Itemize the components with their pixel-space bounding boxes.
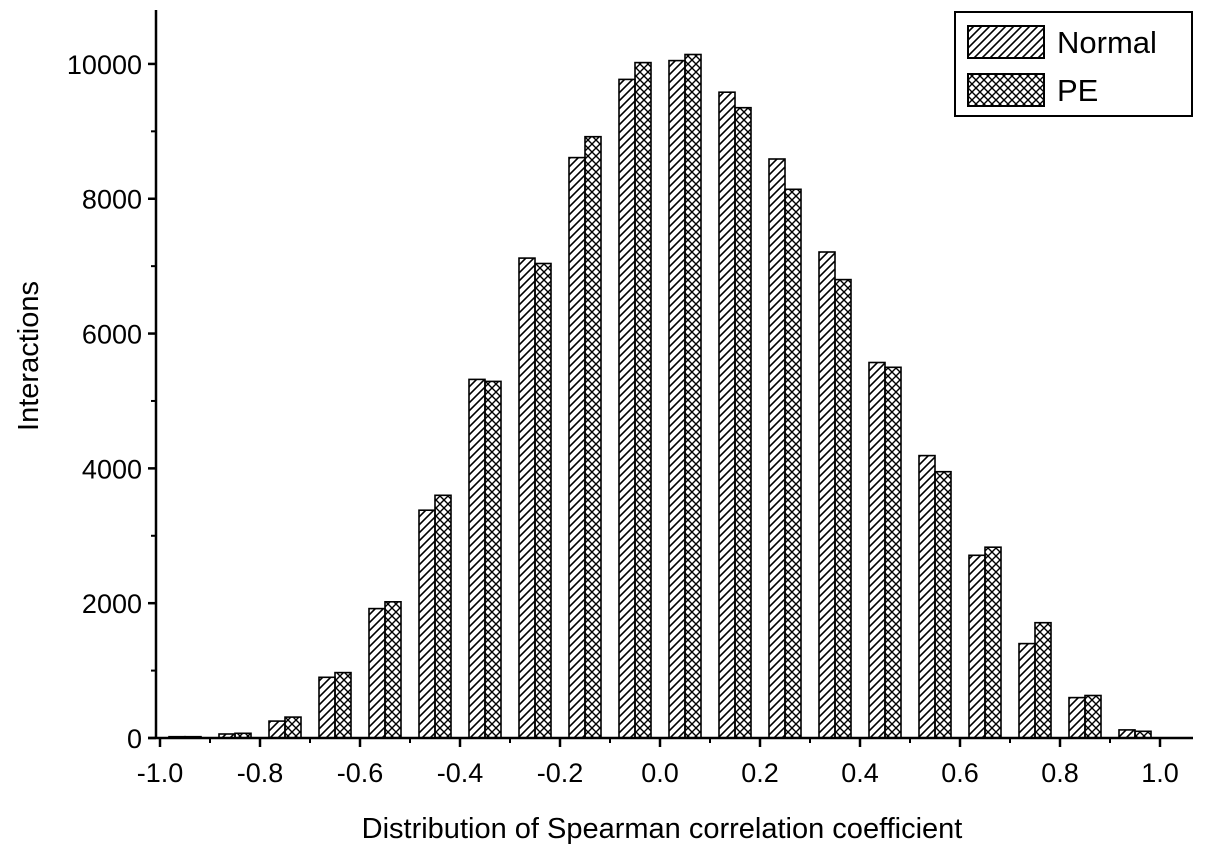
bar-pe-9 [634,61,652,739]
x-tick-label-4: -0.2 [537,758,584,788]
bar-pe-4 [384,600,402,739]
x-tick-label-1: -0.8 [237,758,284,788]
bar-pe-5 [434,494,452,739]
y-tick-label-1: 2000 [82,589,142,619]
bar-pe-8 [584,135,602,739]
bar-pe-17 [1034,621,1052,739]
x-ticks-group: -1.0 -0.8 -0.6 -0.4 -0.2 0.0 0.2 0.4 0.6 0.8 1.0 [137,738,1179,788]
bar-normal-5 [418,509,436,739]
bar-normal-14 [868,361,886,739]
bar-normal-17 [1018,642,1036,739]
bar-pe-10 [684,53,702,739]
bar-normal-11 [718,91,736,739]
bars-group [168,53,1152,739]
bar-normal-3 [318,676,336,739]
x-tick-label-7: 0.4 [841,758,879,788]
y-tick-label-4: 8000 [82,185,142,215]
bar-normal-18 [1068,696,1086,739]
bar-pe-16 [984,546,1002,739]
y-tick-label-0: 0 [127,724,142,754]
y-tick-label-2: 4000 [82,454,142,484]
y-axis-title: Interactions [13,281,45,431]
legend: Normal PE [954,11,1193,117]
bar-pe-6 [484,380,502,739]
bar-normal-7 [518,257,536,739]
bar-pe-11 [734,106,752,739]
y-tick-label-3: 6000 [82,320,142,350]
x-tick-label-9: 0.8 [1041,758,1079,788]
bar-pe-2 [284,716,302,739]
bar-normal-16 [968,554,986,739]
x-tick-label-3: -0.4 [437,758,484,788]
legend-label-normal: Normal [1057,25,1157,60]
x-tick-label-6: 0.2 [741,758,779,788]
bar-pe-18 [1084,694,1102,739]
bar-normal-4 [368,607,386,739]
y-tick-label-5: 10000 [67,50,142,80]
bar-pe-15 [934,470,952,739]
x-tick-label-8: 0.6 [941,758,979,788]
bar-normal-9 [618,78,636,739]
x-tick-label-0: -1.0 [137,758,184,788]
x-tick-label-2: -0.6 [337,758,384,788]
legend-swatch-normal [967,25,1045,59]
bar-normal-6 [468,378,486,739]
bar-normal-13 [818,251,836,739]
bar-pe-3 [334,671,352,739]
x-axis-title: Distribution of Spearman correlation coe… [362,813,963,845]
bar-normal-12 [768,158,786,739]
bar-pe-13 [834,278,852,739]
bar-normal-15 [918,454,936,739]
bar-pe-7 [534,262,552,739]
legend-label-pe: PE [1057,73,1098,108]
x-tick-label-10: 1.0 [1141,758,1179,788]
bar-pe-14 [884,366,902,739]
bar-normal-2 [268,720,286,739]
bar-normal-8 [568,156,586,739]
bar-normal-10 [668,59,686,739]
y-ticks-group: 0 2000 4000 6000 8000 10000 [67,50,156,754]
bar-pe-12 [784,188,802,739]
legend-swatch-pe [967,73,1045,107]
x-tick-label-5: 0.0 [641,758,679,788]
